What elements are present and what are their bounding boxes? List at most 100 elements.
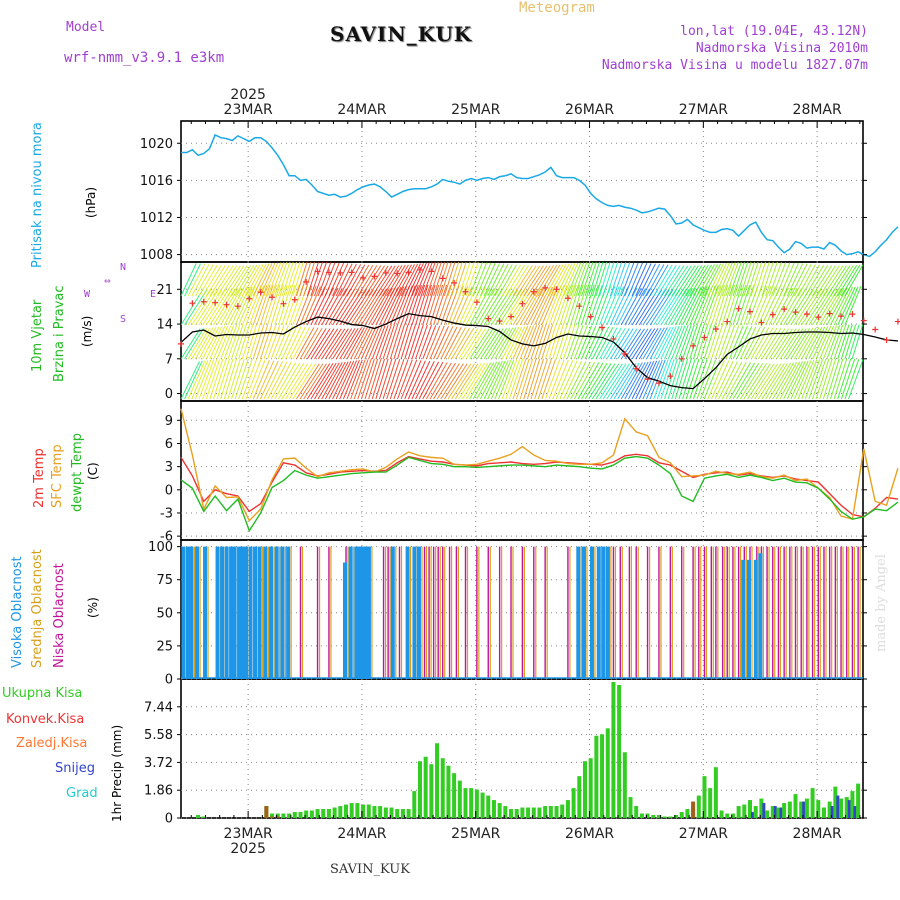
wind-barb [451, 261, 463, 297]
total-precip-bar [685, 809, 690, 818]
high-cloud-bar [232, 546, 237, 679]
wind-barb [306, 363, 331, 400]
wind-speed-line [180, 312, 898, 390]
wind-barb [256, 360, 275, 400]
wind-barb [544, 359, 561, 400]
wind-barb [646, 327, 665, 360]
wind-barb [797, 264, 816, 297]
total-precip-bar [304, 810, 309, 818]
wind-barb [256, 263, 273, 297]
wind-barb [259, 324, 273, 360]
wind-gust-marker [883, 336, 890, 343]
wind-barb [458, 286, 477, 326]
wind-barb [703, 285, 719, 326]
total-precip-bar [463, 788, 468, 818]
wind-barb [674, 265, 696, 297]
wind-barb [534, 265, 555, 297]
wind-barb [241, 264, 261, 297]
wind-barb [801, 289, 825, 326]
wind-barb [285, 285, 300, 326]
wind-barb [721, 325, 736, 360]
wind-barb [346, 327, 365, 360]
wind-barb [739, 326, 757, 360]
wind-barb [577, 284, 591, 326]
wind-barb [422, 325, 437, 360]
total-precip-bar [355, 803, 360, 818]
wind-barb [296, 285, 313, 326]
wind-barb [700, 324, 712, 360]
wind-barb [342, 359, 360, 400]
wind-barb [404, 360, 422, 400]
precip-legend-snow: Snijeg [55, 761, 95, 776]
wind-barb [465, 287, 486, 326]
wind-barb [754, 327, 774, 360]
wind-barb [306, 328, 327, 360]
wind-barb [671, 265, 692, 297]
total-precip-bar [270, 813, 275, 818]
wind-barb [736, 362, 760, 400]
wind-barb [678, 324, 692, 360]
wind-barb [252, 263, 270, 297]
wind-barb [433, 326, 449, 360]
wind-barb [602, 327, 622, 360]
wind-barb [292, 261, 304, 297]
high-cloud-bar [596, 546, 601, 679]
wind-barb [360, 326, 377, 360]
precip-legend-freezing: Zaledj.Kisa [16, 736, 88, 751]
wind-gust-marker [860, 317, 867, 324]
wind-gust-marker [712, 326, 719, 333]
wind-barb [306, 261, 319, 297]
wind-gust-marker [212, 299, 219, 306]
wind-barb [241, 324, 254, 360]
total-precip-bar [452, 773, 457, 818]
cloud-y-label: 0 [165, 673, 173, 688]
wind-barb [544, 324, 557, 360]
wind-barb [202, 359, 218, 400]
total-precip-bar [332, 807, 337, 818]
wind-barb [714, 324, 727, 360]
wind-barb [678, 265, 699, 297]
wind-barb [710, 284, 725, 326]
wind-barb [429, 261, 442, 297]
wind-barb [458, 261, 471, 297]
wind-barb [281, 284, 296, 326]
convective-precip-bar [264, 806, 269, 818]
precip-legend-total: Ukupna Kisa [2, 686, 83, 701]
high-cloud-bar [215, 546, 220, 679]
wind-barb [386, 264, 406, 297]
high-cloud-bar [605, 546, 610, 679]
wind-barb [443, 363, 468, 400]
total-precip-bar [605, 728, 610, 818]
wind-barb [548, 324, 561, 360]
high-cloud-bar [280, 546, 285, 679]
wind-gust-marker [587, 313, 594, 320]
snow-bar [836, 795, 840, 818]
wind-gust-marker [269, 294, 276, 301]
wind-barb [393, 359, 409, 400]
wind-barb [433, 261, 446, 297]
wind-barb [216, 358, 230, 400]
wind-barb [350, 326, 368, 360]
wind-barb [822, 358, 837, 400]
wind-barb [797, 359, 815, 400]
wind-barb [584, 326, 601, 360]
bottom-day-label: 25MAR [451, 826, 500, 842]
wind-barb [267, 284, 281, 326]
wind-barb [483, 360, 503, 400]
wind-gust-marker [667, 373, 674, 380]
pressure-line [181, 133, 899, 258]
wind-barb [332, 361, 352, 400]
total-precip-bar [850, 791, 855, 818]
wind-barb [584, 362, 608, 400]
bottom-day-label: 28MAR [793, 826, 842, 842]
wind-gust-marker [473, 299, 480, 306]
total-precip-bar [582, 761, 587, 818]
wind-barb [393, 324, 405, 360]
precip-y-label: 1.86 [144, 784, 173, 799]
wind-barb [617, 328, 638, 360]
wind-barb [750, 285, 768, 326]
snow-bar [830, 806, 834, 818]
wind-barb [360, 358, 375, 400]
wind-barb [801, 327, 820, 360]
total-precip-bar [702, 776, 707, 818]
